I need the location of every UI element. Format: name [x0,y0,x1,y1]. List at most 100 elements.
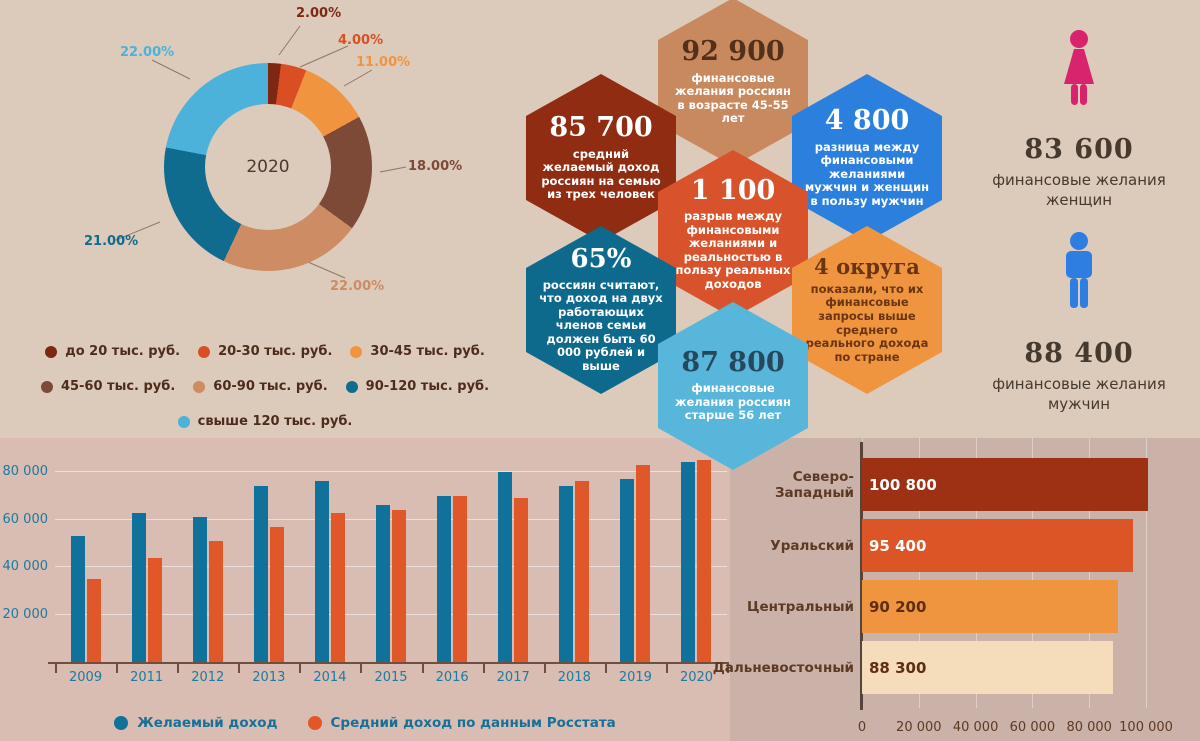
legend-label: 60-90 тыс. руб. [213,379,328,394]
gridline [975,438,977,708]
legend-item: 60-90 тыс. руб. [193,379,328,394]
actual-income-bar [269,526,284,663]
desired-income-bar [192,517,207,663]
hexagon-value: 92 900 [681,36,785,68]
legend-color-dot [40,380,53,393]
legend-color-dot [177,415,190,428]
hexagon-age-56-plus: 87 800 финансовые желания россиян старше… [658,302,808,470]
district-row: Северо-Западный 100 800 [730,458,1200,511]
left-legend: Желаемый доход Средний доход по данным Ро… [0,715,730,731]
y-axis-label: 20 000 [2,607,49,623]
district-label: Дальневосточный [712,659,854,676]
donut-center-label: 2020 [246,157,290,177]
donut-percent-label: 2.00% [296,6,342,21]
hexagon-value: 1 100 [690,174,776,206]
legend-item: Желаемый доход [114,715,278,731]
gridline [55,614,727,616]
male-label: финансовые желания мужчин [992,375,1166,413]
male-icon [1066,232,1092,308]
x-axis-label: 2018 [557,670,591,685]
male-value: 88 400 [1024,338,1134,369]
axis-tick [299,663,302,673]
gridline [55,518,727,520]
bar-group: 2009 [55,448,116,685]
donut-percent-label: 4.00% [338,33,384,48]
legend-label: Желаемый доход [137,715,278,731]
bar-group: 2018 [544,448,605,685]
hexagon-value: 65% [570,244,632,275]
legend-item: свыше 120 тыс. руб. [177,414,352,429]
legend-label: Средний доход по данным Росстата [330,715,616,731]
axis-tick [543,663,546,673]
donut-percent-label: 22.00% [120,45,175,60]
district-label: Уральский [770,537,854,554]
bar-group: 2017 [483,448,544,685]
hexagon-reality-gap: 1 100 разрыв между финансовыми желаниями… [658,150,808,318]
y-axis-label: 40 000 [2,559,49,575]
donut-percent-label: 21.00% [84,234,139,249]
x-axis-label: 2014 [313,670,347,685]
actual-income-bar [636,464,651,663]
bar-value-label: 90 200 [869,597,927,616]
x-axis-label: 2020 [679,670,714,685]
hexagon-age-45-55: 92 900 финансовые желания россиян в возр… [658,0,808,166]
legend-item: 90-120 тыс. руб. [345,379,490,394]
x-axis-label: 20 000 [896,720,942,735]
legend-label: 20-30 тыс. руб. [218,344,333,359]
hexagon-gender-gap: 4 800 разница между финансовыми желаниям… [792,74,942,242]
axis-tick [604,663,607,673]
actual-income-bar [514,498,529,663]
hexagon-desc: россиян считают, что доход на двух работ… [539,277,663,374]
desired-income-bar [376,505,391,663]
hexagon-4-districts: 4 округа показали, что их финансовые зап… [792,226,942,394]
actual-income-bar [208,541,223,663]
hexagon-desc: средний желаемый доход россиян на семью … [541,146,661,202]
bar-group: 2020 [666,448,727,685]
legend-item: Средний доход по данным Росстата [307,715,616,731]
bar-group: 2012 [177,448,238,685]
axis-tick [665,663,668,673]
actual-income-bar [575,481,590,663]
x-axis-label: 80 000 [1066,720,1112,735]
hexagon-value: 4 800 [824,105,910,137]
donut-percent-label: 22.00% [330,279,385,294]
bar-group: 2016 [422,448,483,685]
actual-income-bar [453,495,468,663]
x-axis-label: 2013 [252,670,286,685]
legend-item: 45-60 тыс. руб. [40,379,176,394]
legend-label: 90-120 тыс. руб. [365,379,490,394]
axis-tick [177,663,180,673]
legend-label: 45-60 тыс. руб. [60,379,176,394]
district-income-chart: Северо-Западный 100 800 Уральский 95 400 Цен… [712,438,1200,741]
legend-color-dot [345,380,358,393]
desired-income-bar [498,471,513,663]
gridline [1032,438,1034,708]
axis-tick [55,663,57,673]
y-axis-label: 60 000 [2,511,49,527]
gender-stats: 83 600 финансовые желания женщин 88 400 … [958,30,1200,414]
legend-color-dot [307,716,322,730]
gridline [55,566,727,568]
district-bar: 100 800 [862,458,1149,511]
hexagon-family-income: 85 700 средний желаемый доход россиян на… [526,74,676,242]
hexagon-desc: показали, что их финансовые запросы выше… [805,281,929,364]
hexagon-65-percent: 65% россиян считают, что доход на двух р… [526,226,676,394]
desired-income-bar [253,486,268,663]
gridline [918,438,920,708]
actual-income-bar [392,510,407,663]
x-axis-label: 2015 [374,670,408,685]
hexagon-desc: финансовые желания россиян в возрасте 45… [675,70,791,126]
bar-group: 2013 [238,448,299,685]
axis-tick [421,663,424,673]
female-icon [1064,30,1094,105]
actual-income-bar [86,579,101,663]
axis-tick [727,663,729,673]
x-axis-label: 2016 [435,670,469,685]
desired-income-bar [559,486,574,663]
donut-hole: 2020 [205,104,331,230]
legend-item: до 20 тыс. руб. [45,344,180,359]
legend-color-dot [45,345,58,358]
district-bar: 95 400 [862,519,1133,572]
female-label: финансовые желания женщин [992,171,1166,209]
